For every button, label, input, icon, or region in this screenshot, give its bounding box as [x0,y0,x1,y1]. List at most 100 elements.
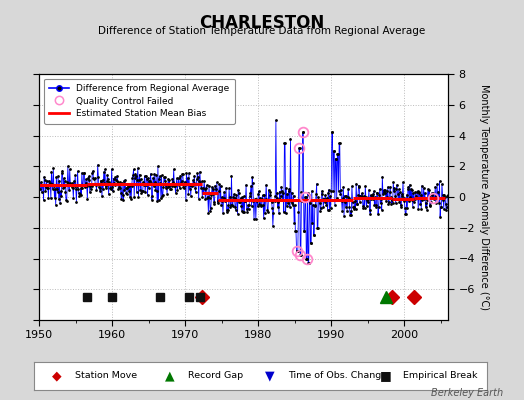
Point [262,182,270,188]
Point [224,202,232,208]
Point [39,182,47,189]
Point [371,194,379,200]
Point [331,201,339,208]
Point [401,205,409,211]
Point [417,206,425,212]
Point [426,202,434,208]
Point [282,185,290,192]
Point [265,197,274,203]
Point [134,193,143,200]
Point [315,196,323,203]
Point [144,175,152,182]
Point [248,174,256,181]
Point [91,181,100,187]
Point [345,204,354,210]
Point [184,191,192,197]
Point [391,200,400,206]
Point [405,198,413,204]
Point [106,180,114,187]
Point [62,197,70,203]
Point [221,198,229,204]
Point [159,184,168,190]
Point [314,224,322,231]
Point [85,188,94,195]
Point [38,182,47,189]
Point [122,190,130,197]
Point [157,172,166,178]
Point [95,185,104,191]
Point [187,192,195,199]
Legend: Difference from Regional Average, Quality Control Failed, Estimated Station Mean: Difference from Regional Average, Qualit… [44,78,235,124]
Point [61,178,69,184]
Point [180,178,189,185]
Point [152,188,161,194]
Point [275,188,283,195]
Point [440,206,448,212]
Point [316,204,325,211]
Point [335,140,344,146]
Point [115,184,123,190]
Point [214,200,222,206]
Point [368,191,377,197]
Point [98,193,106,199]
Point [204,210,213,216]
Point [325,206,334,213]
Point [112,176,120,183]
Point [42,184,50,190]
Point [358,202,367,209]
Point [357,190,366,196]
Point [119,178,128,184]
Point [165,177,173,183]
Point [255,188,263,194]
Point [83,196,92,202]
Point [323,195,331,201]
Point [140,173,149,179]
Point [121,176,129,183]
Point [177,180,185,186]
Point [123,191,131,198]
Point [251,196,259,202]
Point [411,189,419,196]
Point [117,190,125,196]
Point [138,188,147,194]
Point [163,184,172,190]
Point [179,171,187,178]
Point [92,186,101,193]
Point [226,204,234,210]
Point [418,182,426,189]
Point [243,208,252,215]
Point [223,207,231,214]
Point [178,177,186,184]
Point [235,190,243,196]
Point [321,192,330,198]
Point [421,190,429,196]
Point [369,188,378,194]
Point [151,187,160,194]
Point [176,185,184,192]
Point [88,183,96,190]
Point [333,195,341,202]
Point [83,182,91,189]
Point [287,198,296,204]
Point [269,223,277,229]
Point [409,203,417,210]
Point [209,186,217,192]
Point [375,204,383,210]
Point [104,176,112,182]
Point [111,174,119,180]
Point [325,186,333,193]
Point [171,183,179,189]
Point [288,189,296,196]
Point [117,196,126,203]
Point [390,185,399,191]
Point [402,210,410,217]
Point [214,188,223,194]
Point [350,204,358,210]
Point [105,179,113,186]
Point [370,202,379,208]
Point [383,188,391,195]
Point [106,184,115,191]
Point [239,193,248,200]
Point [161,174,169,180]
Point [326,205,335,211]
